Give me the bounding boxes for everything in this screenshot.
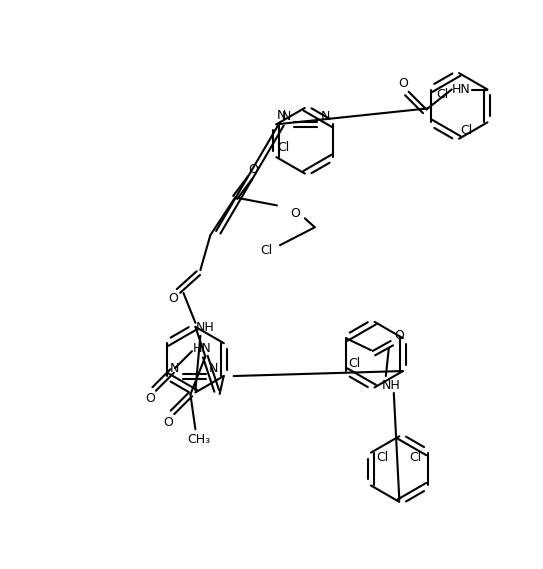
Text: N: N xyxy=(170,361,180,374)
Text: NH: NH xyxy=(196,321,214,334)
Text: O: O xyxy=(248,163,258,176)
Text: Cl: Cl xyxy=(460,124,472,137)
Text: Cl: Cl xyxy=(260,244,272,257)
Text: CH₃: CH₃ xyxy=(187,432,210,446)
Text: O: O xyxy=(168,292,179,306)
Text: O: O xyxy=(146,393,155,405)
Text: Cl: Cl xyxy=(410,451,422,464)
Text: Cl: Cl xyxy=(437,88,449,101)
Text: N: N xyxy=(320,110,330,123)
Text: NH: NH xyxy=(381,380,400,393)
Text: N: N xyxy=(276,109,286,122)
Text: Cl: Cl xyxy=(277,141,289,154)
Text: O: O xyxy=(398,77,408,90)
Text: N: N xyxy=(282,110,291,123)
Text: O: O xyxy=(290,207,300,220)
Text: Cl: Cl xyxy=(377,451,389,464)
Text: HN: HN xyxy=(193,341,211,354)
Text: Cl: Cl xyxy=(348,357,360,370)
Text: N: N xyxy=(209,361,218,374)
Text: O: O xyxy=(163,416,173,429)
Text: HN: HN xyxy=(452,83,471,96)
Text: O: O xyxy=(394,329,403,342)
